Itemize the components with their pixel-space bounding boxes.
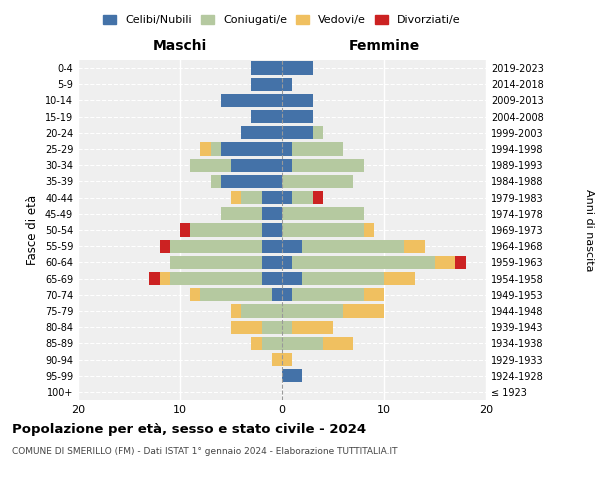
Bar	[262, 256, 282, 269]
Bar	[262, 224, 282, 236]
Bar	[251, 62, 282, 74]
Bar	[272, 288, 282, 302]
Bar	[231, 191, 241, 204]
Bar	[221, 142, 282, 156]
Bar	[180, 224, 190, 236]
Text: Anni di nascita: Anni di nascita	[584, 188, 594, 271]
Bar	[282, 142, 292, 156]
Bar	[211, 175, 221, 188]
Text: Femmine: Femmine	[349, 38, 419, 52]
Bar	[241, 191, 262, 204]
Bar	[272, 353, 282, 366]
Bar	[292, 320, 333, 334]
Bar	[455, 256, 466, 269]
Bar	[364, 288, 384, 302]
Bar	[251, 110, 282, 124]
Bar	[200, 142, 211, 156]
Bar	[241, 126, 282, 140]
Bar	[435, 256, 455, 269]
Bar	[160, 272, 170, 285]
Bar	[231, 320, 262, 334]
Bar	[170, 256, 262, 269]
Bar	[149, 272, 160, 285]
Bar	[302, 272, 384, 285]
Bar	[231, 304, 241, 318]
Bar	[170, 272, 262, 285]
Bar	[251, 336, 262, 350]
Bar	[221, 175, 282, 188]
Bar	[282, 110, 313, 124]
Bar	[343, 304, 384, 318]
Bar	[190, 288, 200, 302]
Bar	[282, 256, 292, 269]
Bar	[313, 191, 323, 204]
Bar	[282, 353, 292, 366]
Bar	[292, 256, 435, 269]
Bar	[404, 240, 425, 253]
Bar	[262, 207, 282, 220]
Bar	[292, 191, 313, 204]
Bar	[282, 62, 313, 74]
Bar	[282, 224, 364, 236]
Bar	[364, 224, 374, 236]
Bar	[313, 126, 323, 140]
Bar	[262, 191, 282, 204]
Text: Popolazione per età, sesso e stato civile - 2024: Popolazione per età, sesso e stato civil…	[12, 422, 366, 436]
Bar	[292, 142, 343, 156]
Bar	[282, 175, 353, 188]
Bar	[190, 224, 262, 236]
Bar	[190, 158, 231, 172]
Bar	[292, 288, 364, 302]
Bar	[282, 240, 302, 253]
Bar	[211, 142, 221, 156]
Bar	[282, 126, 313, 140]
Bar	[302, 240, 404, 253]
Bar	[292, 158, 364, 172]
Bar	[282, 336, 323, 350]
Bar	[241, 304, 282, 318]
Bar	[262, 272, 282, 285]
Bar	[282, 369, 302, 382]
Bar	[251, 78, 282, 91]
Bar	[282, 191, 292, 204]
Bar	[262, 320, 282, 334]
Bar	[160, 240, 170, 253]
Text: COMUNE DI SMERILLO (FM) - Dati ISTAT 1° gennaio 2024 - Elaborazione TUTTITALIA.I: COMUNE DI SMERILLO (FM) - Dati ISTAT 1° …	[12, 448, 398, 456]
Text: Maschi: Maschi	[153, 38, 207, 52]
Bar	[231, 158, 282, 172]
Bar	[282, 320, 292, 334]
Bar	[384, 272, 415, 285]
Bar	[221, 207, 262, 220]
Bar	[282, 78, 292, 91]
Bar	[170, 240, 262, 253]
Bar	[221, 94, 282, 107]
Bar	[282, 304, 343, 318]
Y-axis label: Fasce di età: Fasce di età	[26, 195, 39, 265]
Bar	[323, 336, 353, 350]
Bar	[282, 272, 302, 285]
Bar	[262, 336, 282, 350]
Bar	[200, 288, 272, 302]
Bar	[282, 288, 292, 302]
Bar	[282, 207, 364, 220]
Legend: Celibi/Nubili, Coniugati/e, Vedovi/e, Divorziati/e: Celibi/Nubili, Coniugati/e, Vedovi/e, Di…	[99, 10, 465, 30]
Bar	[262, 240, 282, 253]
Bar	[282, 158, 292, 172]
Bar	[282, 94, 313, 107]
